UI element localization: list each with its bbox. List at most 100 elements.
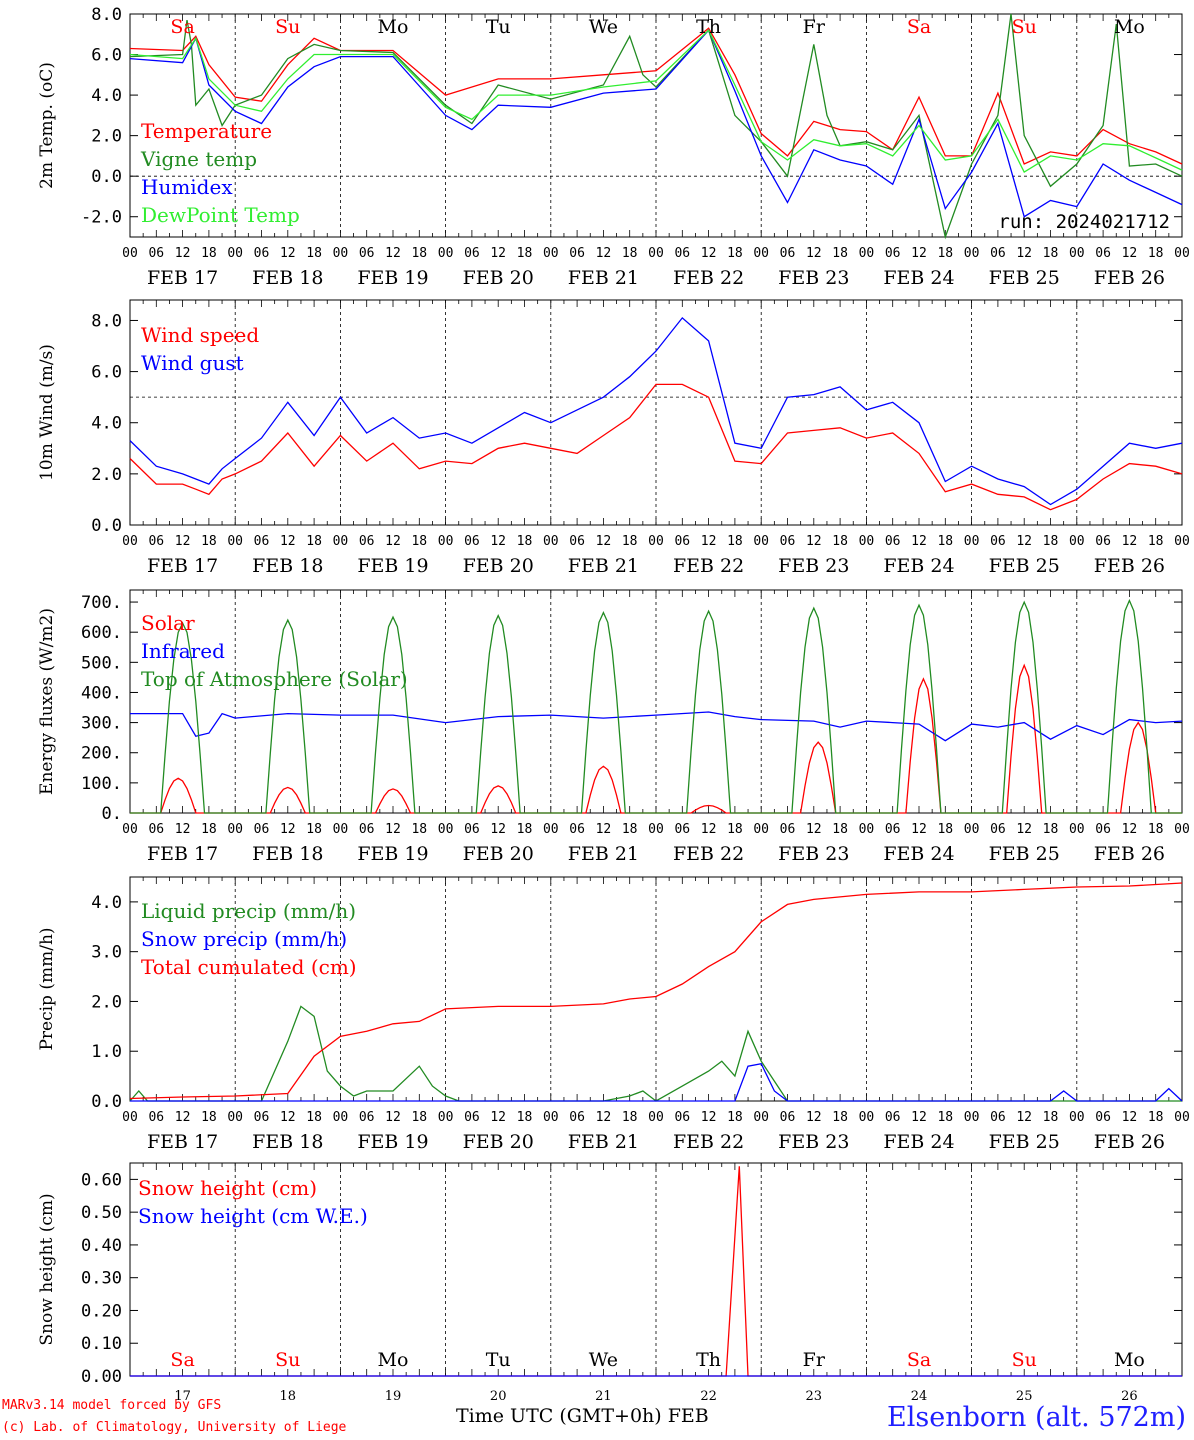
- x-hour-label: 18: [937, 1110, 953, 1125]
- y-tick-label: 2.0: [91, 465, 122, 485]
- x-hour-label: 06: [990, 534, 1006, 549]
- x-hour-label: 06: [1095, 1110, 1111, 1125]
- x-day-number: 18: [280, 1389, 297, 1404]
- x-date-label: FEB 26: [1094, 267, 1165, 289]
- x-hour-label: 12: [911, 1110, 927, 1125]
- x-hour-label: 00: [1069, 822, 1085, 837]
- x-hour-label: 18: [517, 1110, 533, 1125]
- x-hour-label: 12: [175, 246, 191, 261]
- y-tick-label: 4.0: [91, 893, 122, 913]
- x-hour-label: 12: [1122, 246, 1138, 261]
- x-hour-label: 06: [1095, 822, 1111, 837]
- x-hour-label: 00: [1069, 246, 1085, 261]
- x-hour-label: 00: [964, 822, 980, 837]
- x-hour-label: 18: [832, 534, 848, 549]
- legend-entry: Temperature: [141, 119, 272, 143]
- legend-entry: Snow height (cm W.E.): [138, 1204, 368, 1228]
- y-tick-label: 0.00: [81, 1367, 122, 1387]
- x-hour-label: 06: [780, 1110, 796, 1125]
- x-hour-label: 18: [517, 534, 533, 549]
- xaxis-title-text: Time UTC (GMT+0h): [456, 1405, 662, 1427]
- x-date-label: FEB 21: [568, 267, 639, 289]
- x-hour-label: 00: [543, 822, 559, 837]
- x-hour-label: 12: [911, 822, 927, 837]
- x-hour-label: 18: [1043, 534, 1059, 549]
- x-hour-label: 18: [1148, 246, 1164, 261]
- x-hour-label: 18: [517, 822, 533, 837]
- series-line-total-cumulated-cm-: [129, 882, 1183, 1100]
- x-date-label: FEB 17: [147, 267, 218, 289]
- y-axis-label: 2m Temp. (oC): [37, 62, 57, 189]
- y-axis-label: Snow height (cm): [37, 1193, 57, 1345]
- x-date-label: FEB 18: [252, 555, 323, 577]
- x-hour-label: 06: [464, 822, 480, 837]
- weekday-label: Fr: [803, 1349, 826, 1371]
- x-hour-label: 06: [148, 534, 164, 549]
- y-tick-label: 3.0: [91, 943, 122, 963]
- x-date-label: FEB 22: [673, 843, 744, 865]
- weekday-label: Sa: [170, 1349, 194, 1371]
- x-hour-label: 06: [464, 534, 480, 549]
- x-hour-label: 18: [727, 1110, 743, 1125]
- x-hour-label: 18: [727, 534, 743, 549]
- weekday-label: Mo: [378, 1349, 409, 1371]
- y-tick-label: 6.0: [91, 46, 122, 66]
- y-axis-label: 10m Wind (m/s): [37, 344, 57, 481]
- x-day-number: 17: [174, 1389, 191, 1404]
- x-hour-label: 06: [674, 534, 690, 549]
- x-date-label: FEB 18: [252, 843, 323, 865]
- y-tick-label: 8.0: [91, 311, 122, 331]
- x-hour-label: 12: [490, 822, 506, 837]
- x-hour-label: 00: [1174, 534, 1190, 549]
- x-hour-label: 18: [937, 246, 953, 261]
- weekday-label: We: [589, 16, 618, 38]
- x-hour-label: 12: [1016, 1110, 1032, 1125]
- x-date-label: FEB 19: [357, 267, 428, 289]
- x-date-label: FEB 23: [778, 843, 849, 865]
- x-hour-label: 12: [911, 246, 927, 261]
- x-hour-label: 00: [438, 822, 454, 837]
- x-hour-label: 18: [937, 822, 953, 837]
- weekday-label: Su: [275, 16, 300, 38]
- x-hour-label: 18: [622, 246, 638, 261]
- x-hour-label: 06: [148, 246, 164, 261]
- x-hour-label: 18: [306, 822, 322, 837]
- x-hour-label: 18: [1148, 534, 1164, 549]
- x-hour-label: 12: [1122, 822, 1138, 837]
- y-tick-label: 500.: [81, 653, 122, 673]
- x-date-label: FEB 20: [463, 1131, 534, 1153]
- x-hour-label: 06: [359, 1110, 375, 1125]
- x-date-label: FEB 24: [883, 843, 954, 865]
- x-hour-label: 06: [990, 246, 1006, 261]
- x-hour-label: 00: [1174, 246, 1190, 261]
- y-tick-label: 700.: [81, 593, 122, 613]
- x-date-label: FEB 25: [989, 267, 1060, 289]
- x-hour-label: 18: [622, 1110, 638, 1125]
- x-hour-label: 00: [438, 1110, 454, 1125]
- legend-entry: Solar: [141, 611, 195, 635]
- x-hour-label: 06: [359, 246, 375, 261]
- x-hour-label: 12: [1122, 534, 1138, 549]
- x-hour-label: 06: [990, 1110, 1006, 1125]
- x-hour-label: 18: [1043, 246, 1059, 261]
- x-hour-label: 12: [596, 246, 612, 261]
- plot-frame: [129, 589, 1183, 814]
- legend-entry: DewPoint Temp: [141, 203, 300, 227]
- x-hour-label: 06: [1095, 534, 1111, 549]
- x-hour-label: 00: [333, 1110, 349, 1125]
- x-hour-label: 00: [122, 534, 138, 549]
- legend-entry: Top of Atmosphere (Solar): [141, 667, 408, 691]
- y-tick-label: 2.0: [91, 992, 122, 1012]
- xaxis-month: FEB: [667, 1405, 709, 1427]
- station-name: Elsenborn (alt. 572m): [887, 1402, 1186, 1433]
- y-tick-label: 4.0: [91, 414, 122, 434]
- y-tick-label: 0.: [102, 804, 122, 824]
- y-tick-label: -2.0: [81, 208, 122, 228]
- y-tick-label: 0.0: [91, 1092, 122, 1112]
- x-hour-label: 00: [333, 246, 349, 261]
- x-day-number: 23: [806, 1389, 823, 1404]
- x-hour-label: 18: [1148, 1110, 1164, 1125]
- y-tick-label: 0.60: [81, 1170, 122, 1190]
- x-hour-label: 12: [385, 534, 401, 549]
